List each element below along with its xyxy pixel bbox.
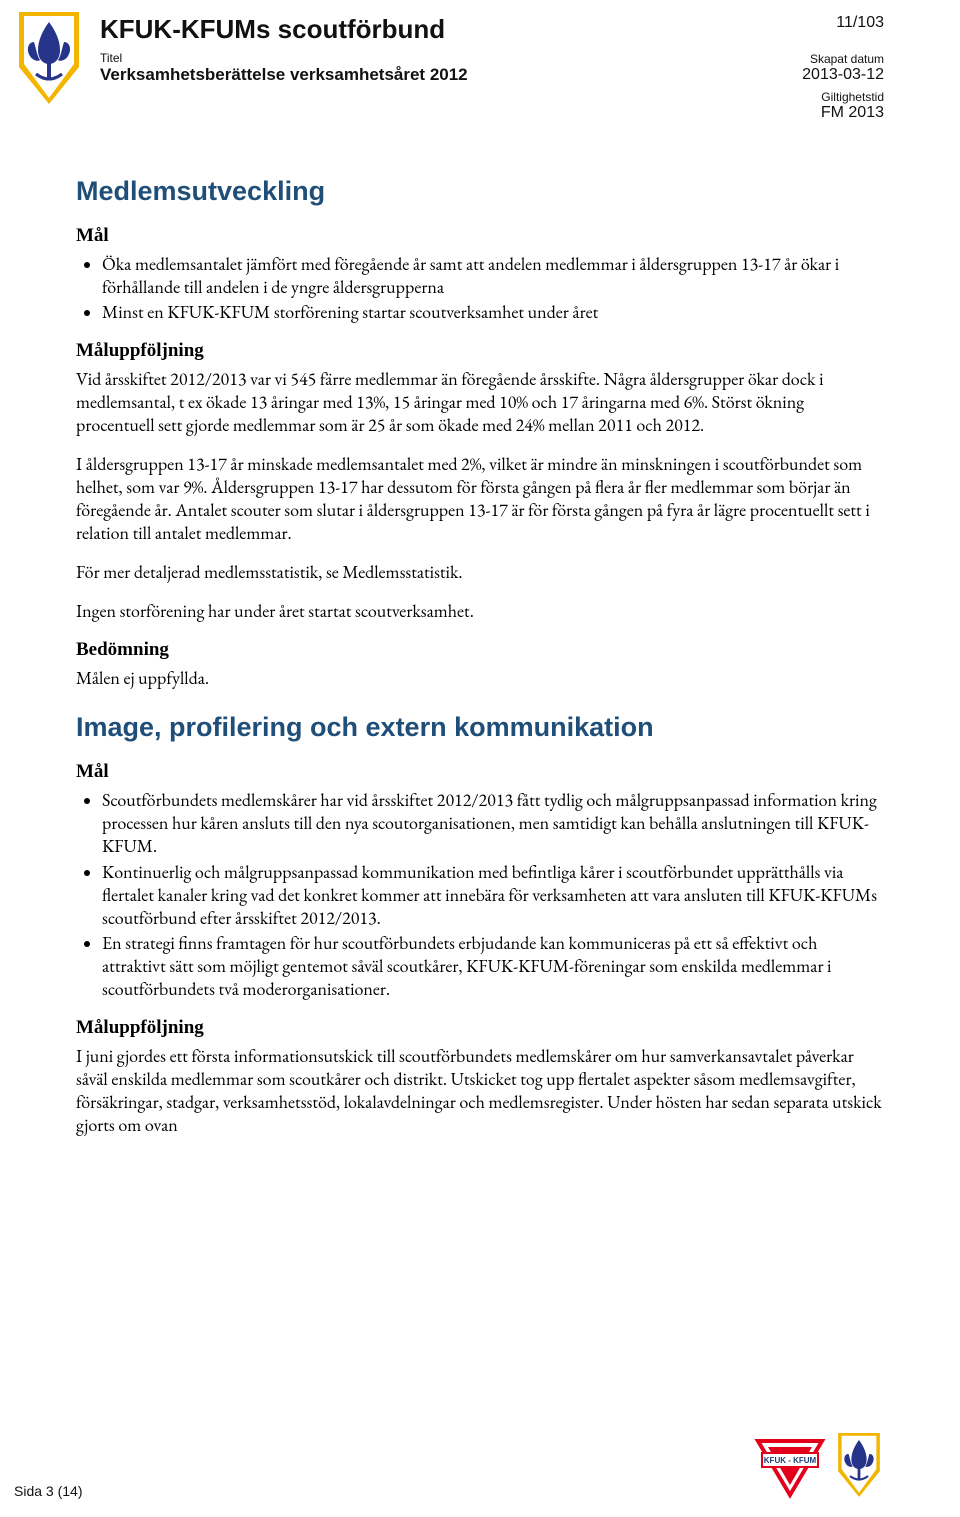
scout-logo-small: [834, 1433, 884, 1499]
kfuk-kfum-red-logo: KFUK - KFUM: [754, 1437, 826, 1499]
scout-logo: [14, 12, 84, 107]
created-value: 2013-03-12: [802, 66, 884, 84]
section1-mal-label: Mål: [76, 225, 884, 247]
section1-p2: I åldersgruppen 13-17 år minskade medlem…: [76, 453, 884, 545]
org-title: KFUK-KFUMs scoutförbund: [100, 14, 802, 45]
footer: Sida 3 (14) KFUK - KFUM: [0, 1433, 960, 1499]
validity-label: Giltighetstid: [802, 90, 884, 104]
section1-p4: Ingen storförening har under året starta…: [76, 600, 884, 623]
section1-p1: Vid årsskiftet 2012/2013 var vi 545 färr…: [76, 368, 884, 437]
section2-title: Image, profilering och extern kommunikat…: [76, 712, 884, 743]
section1-title: Medlemsutveckling: [76, 176, 884, 207]
section2-p1: I juni gjordes ett första informationsut…: [76, 1045, 884, 1137]
section2-mup-label: Måluppföljning: [76, 1017, 884, 1039]
red-logo-text: KFUK - KFUM: [764, 1456, 817, 1465]
footer-logos: KFUK - KFUM: [754, 1433, 884, 1499]
list-item: En strategi finns framtagen för hur scou…: [102, 932, 884, 1001]
list-item: Minst en KFUK-KFUM storförening startar …: [102, 301, 884, 324]
validity-value: FM 2013: [802, 104, 884, 122]
section1-p3: För mer detaljerad medlemsstatistik, se …: [76, 561, 884, 584]
section1-mup-label: Måluppföljning: [76, 340, 884, 362]
section2-mal-label: Mål: [76, 761, 884, 783]
section1-bullets: Öka medlemsantalet jämfört med föregåend…: [76, 253, 884, 324]
meta-block: 11/103 Skapat datum 2013-03-12 Giltighet…: [802, 12, 884, 128]
created-label: Skapat datum: [802, 52, 884, 66]
list-item: Kontinuerlig och målgruppsanpassad kommu…: [102, 861, 884, 930]
list-item: Scoutförbundets medlemskårer har vid års…: [102, 789, 884, 858]
section1-bed-p: Målen ej uppfyllda.: [76, 667, 884, 690]
content: Medlemsutveckling Mål Öka medlemsantalet…: [76, 128, 884, 1137]
list-item: Öka medlemsantalet jämfört med föregåend…: [102, 253, 884, 299]
section2-bullets: Scoutförbundets medlemskårer har vid års…: [76, 789, 884, 1000]
title-block: KFUK-KFUMs scoutförbund Titel Verksamhet…: [94, 12, 802, 85]
section1-bed-label: Bedömning: [76, 639, 884, 661]
page-number: 11/103: [802, 14, 884, 32]
title-value: Verksamhetsberättelse verksamhetsåret 20…: [100, 65, 802, 85]
footer-page: Sida 3 (14): [14, 1483, 82, 1499]
title-label: Titel: [100, 51, 802, 65]
header-row: KFUK-KFUMs scoutförbund Titel Verksamhet…: [76, 0, 884, 128]
